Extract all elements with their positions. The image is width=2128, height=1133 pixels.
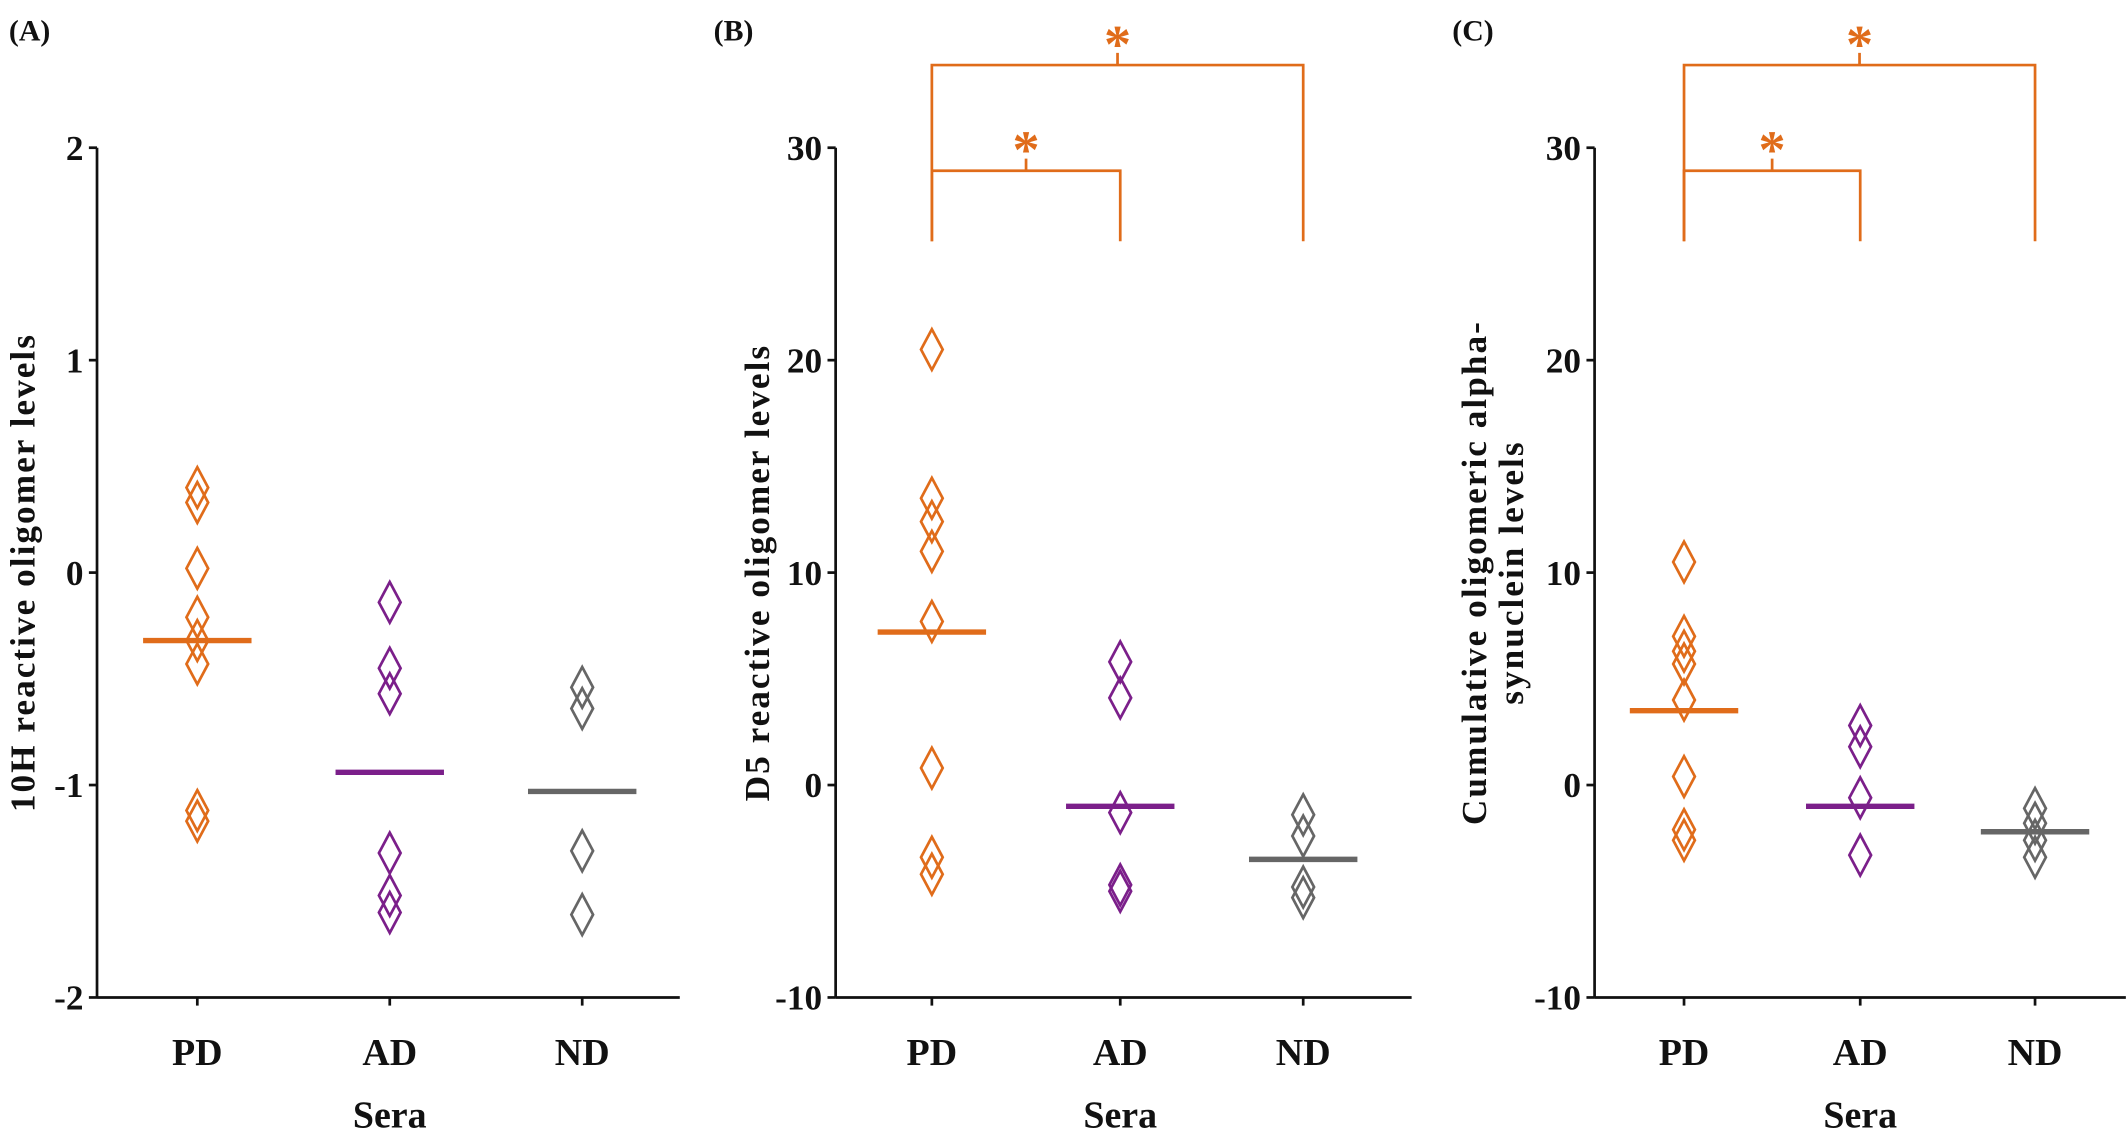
y-axis-label: Cumulative oligomeric alpha- <box>1455 320 1494 825</box>
data-point <box>377 829 403 877</box>
data-point <box>1107 861 1133 909</box>
data-point <box>569 664 595 711</box>
x-tick-label: AD <box>1093 1032 1148 1074</box>
data-point <box>184 797 210 845</box>
x-axis-label: Sera <box>1823 1095 1897 1133</box>
x-tick-label: AD <box>362 1032 417 1074</box>
data-point <box>1847 831 1873 879</box>
y-tick-label: 20 <box>787 341 822 380</box>
y-tick-label: 0 <box>1563 766 1581 805</box>
data-point <box>377 670 403 717</box>
data-point <box>1671 640 1697 688</box>
data-point <box>377 644 403 692</box>
data-point <box>1107 868 1133 915</box>
panel-label: (B) <box>714 15 754 48</box>
data-point <box>377 872 403 919</box>
y-tick-label: 2 <box>66 129 84 168</box>
data-point <box>377 579 403 626</box>
data-point <box>1107 789 1133 836</box>
y-tick-label: 30 <box>787 129 822 168</box>
y-tick-label: 30 <box>1546 129 1581 168</box>
x-tick-label: PD <box>1659 1032 1710 1074</box>
panel-label: (A) <box>9 15 50 48</box>
data-point <box>1671 806 1697 853</box>
x-tick-label: PD <box>907 1032 958 1074</box>
data-point <box>1671 817 1697 864</box>
y-axis-label: synuclein levels <box>1492 440 1531 704</box>
y-tick-label: 10 <box>787 554 822 593</box>
significance-label: * <box>1104 14 1131 74</box>
y-tick-label: -10 <box>775 979 822 1018</box>
y-tick-label: -1 <box>54 766 83 805</box>
data-point <box>1847 702 1873 749</box>
significance-bracket <box>930 52 1305 242</box>
data-point <box>919 475 945 522</box>
data-point <box>919 326 945 373</box>
data-point <box>1847 723 1873 771</box>
data-point <box>1671 613 1697 660</box>
data-point <box>184 464 210 511</box>
y-tick-label: 20 <box>1546 341 1581 380</box>
data-point <box>1107 638 1133 686</box>
y-tick-label: 1 <box>66 341 84 380</box>
x-tick-label: AD <box>1833 1032 1888 1074</box>
data-point <box>569 891 595 938</box>
data-point <box>184 640 210 688</box>
data-point <box>919 744 945 792</box>
y-axis-label: D5 reactive oligomer levels <box>738 344 777 801</box>
data-point <box>919 851 945 898</box>
data-point <box>1671 753 1697 800</box>
y-tick-label: 0 <box>804 766 822 805</box>
y-axis-label: 10H reactive oligomer levels <box>4 333 43 812</box>
significance-label: * <box>1759 120 1786 180</box>
data-point <box>184 594 210 641</box>
y-tick-label: 0 <box>66 554 84 593</box>
data-point <box>919 528 945 575</box>
data-point <box>2022 800 2048 847</box>
panel-label: (C) <box>1452 15 1493 48</box>
data-point <box>1290 812 1316 860</box>
data-point <box>2022 785 2048 832</box>
data-point <box>569 685 595 732</box>
x-axis-label: Sera <box>353 1095 427 1133</box>
data-point <box>1671 627 1697 675</box>
data-point <box>1671 538 1697 586</box>
significance-label: * <box>1012 120 1039 180</box>
data-point <box>919 834 945 881</box>
data-point <box>1107 674 1133 722</box>
data-point <box>1290 863 1316 911</box>
significance-label: * <box>1846 14 1873 74</box>
x-axis-label: Sera <box>1083 1095 1157 1133</box>
data-point <box>377 889 403 936</box>
data-point <box>184 479 210 526</box>
y-tick-label: 10 <box>1546 554 1581 593</box>
data-point <box>1290 874 1316 921</box>
data-point <box>1847 774 1873 821</box>
x-tick-label: PD <box>172 1032 223 1074</box>
data-point <box>184 787 210 834</box>
data-point <box>569 827 595 875</box>
data-point <box>1671 676 1697 724</box>
x-tick-label: ND <box>555 1032 610 1074</box>
x-tick-label: ND <box>2008 1032 2063 1074</box>
data-point <box>919 598 945 645</box>
data-point <box>184 617 210 664</box>
data-point <box>919 498 945 545</box>
data-point <box>184 545 210 592</box>
data-point <box>2022 834 2048 881</box>
significance-bracket <box>1682 52 2037 242</box>
x-tick-label: ND <box>1276 1032 1331 1074</box>
y-tick-label: -10 <box>1534 979 1581 1018</box>
y-tick-label: -2 <box>54 979 83 1018</box>
data-point <box>1290 791 1316 838</box>
